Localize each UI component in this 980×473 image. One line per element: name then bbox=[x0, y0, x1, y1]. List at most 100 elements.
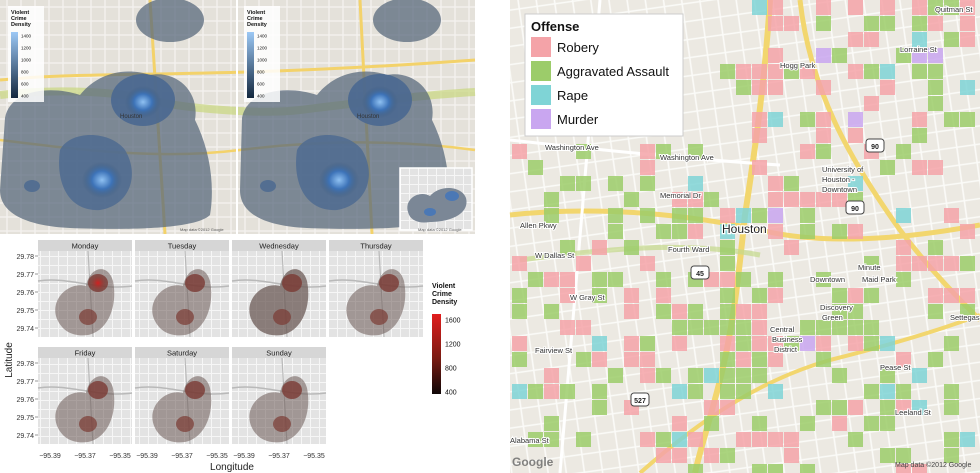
offense-cell bbox=[704, 416, 719, 431]
facet-y-label: Latitude bbox=[4, 342, 15, 378]
route-shield-icon: 45 bbox=[690, 265, 710, 280]
offense-cell bbox=[736, 320, 751, 335]
facet-strip-label: Sunday bbox=[266, 349, 292, 358]
offense-cell bbox=[688, 320, 703, 335]
offense-cell bbox=[640, 160, 655, 175]
y-tick-label: 29.74 bbox=[16, 326, 34, 333]
facet-strip-label: Friday bbox=[75, 349, 96, 358]
offense-cell bbox=[960, 32, 975, 47]
offense-cell bbox=[768, 464, 783, 473]
offense-cell bbox=[640, 352, 655, 367]
offense-cell bbox=[928, 80, 943, 95]
offense-cell bbox=[720, 448, 735, 463]
facet-panel: Thursday bbox=[328, 240, 424, 338]
offense-cell bbox=[752, 112, 767, 127]
offense-cell bbox=[848, 432, 863, 447]
offense-cell bbox=[720, 240, 735, 255]
street-label: W Gray St bbox=[570, 293, 606, 302]
facet-strip-label: Wednesday bbox=[259, 242, 299, 251]
street-label: Lorraine St bbox=[900, 45, 938, 54]
offense-street-labels: Quitman St Hogg Park Lorraine St Washington… bbox=[509, 4, 980, 446]
offense-cell bbox=[928, 304, 943, 319]
offense-cell bbox=[896, 272, 911, 287]
offense-cell bbox=[752, 336, 767, 351]
offense-cell bbox=[528, 160, 543, 175]
route-shield-icon: 527 bbox=[630, 392, 650, 407]
street-label: Maid Park bbox=[862, 275, 896, 284]
offense-cell bbox=[864, 256, 879, 271]
offense-cell bbox=[928, 352, 943, 367]
offense-cell bbox=[544, 272, 559, 287]
facet-x-label: Longitude bbox=[210, 462, 254, 473]
offense-cell bbox=[880, 64, 895, 79]
offense-cell bbox=[688, 368, 703, 383]
offense-cell bbox=[864, 32, 879, 47]
offense-cell bbox=[720, 320, 735, 335]
offense-cell bbox=[864, 288, 879, 303]
facet-figure: Monday Tuesday Wednesday Thursday Friday Satu… bbox=[0, 234, 475, 473]
offense-cell bbox=[928, 16, 943, 31]
offense-cell bbox=[768, 224, 783, 239]
offense-cell bbox=[816, 272, 831, 287]
offense-cell bbox=[944, 288, 959, 303]
offense-cell bbox=[688, 464, 703, 473]
offense-cell bbox=[784, 448, 799, 463]
route-shield-label: 527 bbox=[634, 398, 646, 405]
offense-cell bbox=[912, 112, 927, 127]
offense-cell bbox=[656, 144, 671, 159]
offense-cell bbox=[768, 16, 783, 31]
route-shield-icon: 90 bbox=[845, 200, 865, 215]
legend-tick: 1000 bbox=[257, 58, 268, 63]
offense-cell bbox=[528, 384, 543, 399]
facet-y-axis: 29.78 29.77 29.76 29.75 29.74 29.78 29.77 29.76… bbox=[16, 254, 38, 440]
offense-cell bbox=[832, 224, 847, 239]
offense-cell bbox=[880, 416, 895, 431]
offense-cell bbox=[816, 80, 831, 95]
offense-cell bbox=[672, 208, 687, 223]
offense-cell bbox=[656, 432, 671, 447]
offense-cell bbox=[736, 368, 751, 383]
offense-cell bbox=[960, 304, 975, 319]
offense-cell bbox=[752, 128, 767, 143]
legend-tick: 1400 bbox=[257, 34, 268, 39]
city-label: Houston bbox=[722, 222, 767, 236]
offense-cell bbox=[704, 400, 719, 415]
offense-cell bbox=[720, 288, 735, 303]
offense-cell bbox=[560, 288, 575, 303]
offense-cell bbox=[880, 16, 895, 31]
offense-cell bbox=[672, 448, 687, 463]
offense-cell bbox=[960, 80, 975, 95]
x-tick-label: −95.37 bbox=[171, 453, 193, 460]
offense-cell bbox=[944, 336, 959, 351]
offense-cell bbox=[752, 160, 767, 175]
offense-cell bbox=[624, 336, 639, 351]
offense-cell bbox=[912, 400, 927, 415]
offense-cell bbox=[880, 0, 895, 15]
offense-cell bbox=[768, 192, 783, 207]
offense-cell bbox=[864, 96, 879, 111]
facet-x-axis: −95.39 −95.37 −95.35 −95.39 −95.37 −95.35 −95.… bbox=[39, 453, 325, 460]
offense-cell bbox=[752, 304, 767, 319]
street-label: Memorial Dr bbox=[660, 191, 701, 200]
offense-cell bbox=[640, 208, 655, 223]
offense-cell bbox=[720, 384, 735, 399]
street-label: Quitman St bbox=[935, 5, 973, 14]
offense-cell bbox=[912, 128, 927, 143]
offense-cell bbox=[944, 384, 959, 399]
offense-cell bbox=[672, 384, 687, 399]
offense-cell bbox=[768, 336, 783, 351]
offense-cell bbox=[896, 48, 911, 63]
legend-tick: 1600 bbox=[445, 318, 461, 325]
offense-cell bbox=[752, 464, 767, 473]
legend-title: Violent Crime Density bbox=[432, 283, 457, 306]
offense-cell bbox=[832, 304, 847, 319]
street-label: Fourth Ward bbox=[668, 245, 709, 254]
street-label: Hogg Park bbox=[780, 61, 816, 70]
offense-cell bbox=[608, 368, 623, 383]
offense-cell bbox=[720, 400, 735, 415]
offense-cell bbox=[784, 16, 799, 31]
offense-cell bbox=[544, 192, 559, 207]
offense-cell bbox=[544, 416, 559, 431]
offense-cell bbox=[896, 448, 911, 463]
offense-cell bbox=[752, 432, 767, 447]
